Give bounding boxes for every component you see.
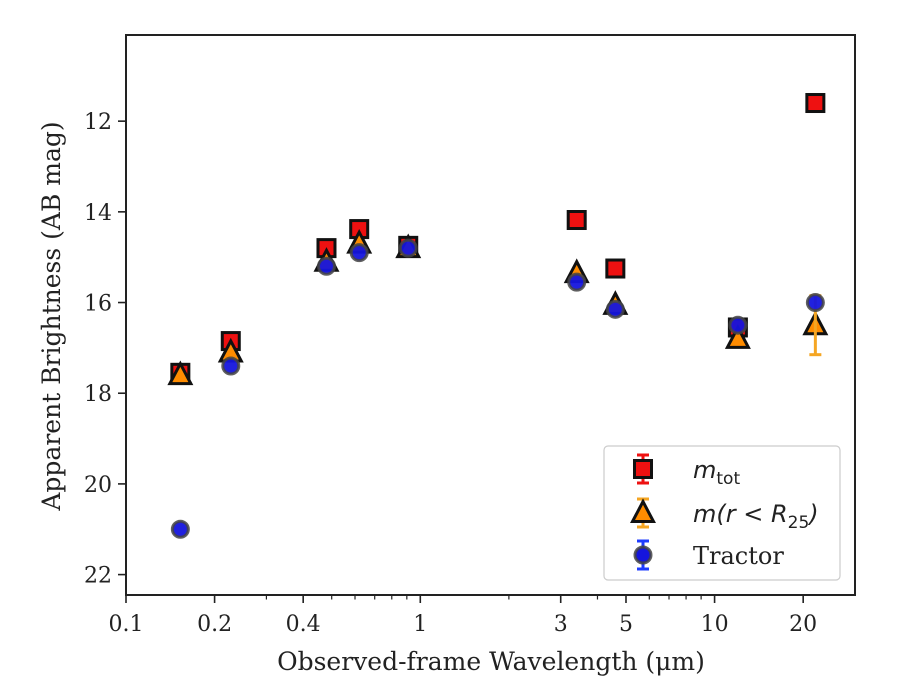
plot-frame xyxy=(125,34,856,596)
data-point-circle xyxy=(728,315,748,335)
data-point-circle xyxy=(398,238,418,258)
data-point-triangle xyxy=(724,324,751,349)
legend-marker-triangle xyxy=(630,498,656,524)
x-axis-label-group: Observed-frame Wavelength (μm) xyxy=(277,647,705,676)
y-tick-label: 20 xyxy=(84,473,112,498)
x-tick-label: 5 xyxy=(619,612,633,637)
x-tick-label: 0.1 xyxy=(109,612,144,637)
legend: mtot m(r < R25) Tractor xyxy=(603,445,841,581)
data-point-triangle xyxy=(167,360,194,386)
legend-box xyxy=(603,445,841,581)
x-tick-label: 1 xyxy=(413,612,427,637)
y-tick-label: 22 xyxy=(84,564,112,589)
data-point-square xyxy=(566,210,587,231)
legend-label: m(r < R25) xyxy=(693,500,819,533)
data-point-circle xyxy=(349,243,369,263)
series-square xyxy=(170,93,826,383)
legend-marker-circle xyxy=(633,545,653,565)
y-axis-label: Apparent Brightness (AB mag) xyxy=(37,121,66,511)
y-tick-label: 16 xyxy=(84,292,112,317)
x-tick-label: 0.2 xyxy=(197,612,232,637)
x-tick-label: 10 xyxy=(701,612,729,637)
series-circle xyxy=(170,238,825,539)
data-point-circle xyxy=(567,272,587,292)
x-axis-label: Observed-frame Wavelength (μm) xyxy=(277,647,705,676)
data-point-circle xyxy=(605,299,625,319)
data-point-square xyxy=(805,93,826,114)
data-point-square xyxy=(605,258,626,279)
data-point-circle xyxy=(316,256,336,276)
x-tick-label: 20 xyxy=(789,612,817,637)
legend-marker-square xyxy=(633,459,653,479)
y-tick-label: 14 xyxy=(84,201,112,226)
y-axis-label-group: Apparent Brightness (AB mag) xyxy=(37,121,66,511)
data-marks xyxy=(167,93,829,539)
data-point-circle xyxy=(221,356,241,376)
data-point-circle xyxy=(805,293,825,313)
axis-ticks: 0.1 0.2 0.4 1 3 5 10 20 12 14 16 18 20 22 xyxy=(84,110,817,637)
y-tick-label: 12 xyxy=(84,110,112,135)
series-triangle xyxy=(167,228,829,386)
data-point-circle xyxy=(170,519,190,539)
legend-label: mtot xyxy=(693,456,740,489)
y-tick-label: 18 xyxy=(84,382,112,407)
x-tick-label: 0.4 xyxy=(286,612,321,637)
x-tick-label: 3 xyxy=(554,612,568,637)
legend-label: Tractor xyxy=(693,542,784,570)
